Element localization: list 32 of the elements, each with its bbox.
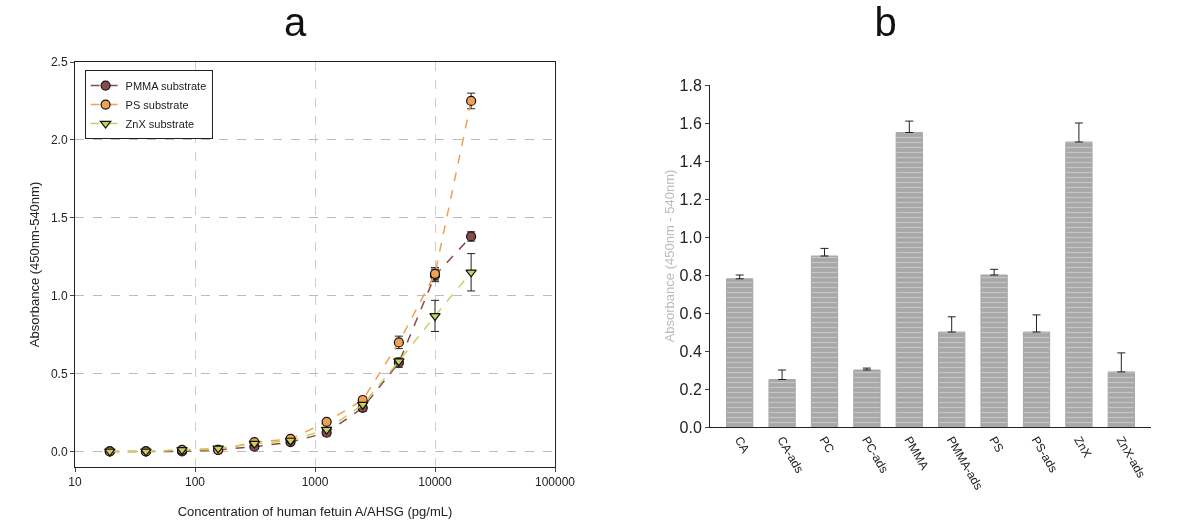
- y-axis-title: Absorbance (450nm-540nm): [27, 181, 42, 348]
- y-tick-label: 1.0: [50, 288, 68, 303]
- x-tick-label: 100000: [534, 475, 576, 490]
- y-tick-label: 0.4: [679, 342, 702, 360]
- y-tick-label: 0.0: [50, 444, 68, 459]
- x-axis-title: Concentration of human fetuin A/AHSG (pg/mL): [177, 504, 453, 519]
- y-tick-label: 2.0: [50, 133, 68, 148]
- y-tick-label: 1.0: [679, 228, 702, 246]
- y-tick-label: 1.4: [679, 152, 702, 170]
- y-axis-title: Absorbance (450nm - 540nm): [662, 169, 677, 343]
- x-tick-label: 10: [68, 475, 82, 490]
- y-tick-label: 0.6: [679, 304, 702, 322]
- x-tick-label: PS: [986, 433, 1007, 455]
- y-tick-label: 0.2: [679, 380, 702, 398]
- y-tick-label: 1.6: [679, 114, 702, 132]
- legend-label: PS substrate: [125, 98, 189, 111]
- y-tick-label: 1.5: [50, 210, 68, 225]
- y-tick-label: 0.8: [679, 266, 702, 284]
- chart-title: a: [283, 0, 307, 44]
- chart-title: b: [874, 0, 897, 44]
- y-tick-label: 1.2: [679, 190, 702, 208]
- y-tick-label: 0.5: [50, 366, 68, 381]
- x-tick-label: 10000: [418, 475, 453, 490]
- y-tick-label: 1.8: [679, 76, 702, 94]
- x-tick-label: CA: [731, 433, 753, 456]
- x-tick-label: 1000: [301, 475, 329, 490]
- x-tick-label: PC: [816, 433, 838, 456]
- legend-label: PMMA substrate: [125, 79, 207, 92]
- y-tick-label: 0.0: [679, 418, 702, 436]
- x-tick-label: 100: [184, 475, 206, 490]
- legend-label: ZnX substrate: [125, 117, 195, 130]
- y-tick-label: 2.5: [50, 55, 68, 70]
